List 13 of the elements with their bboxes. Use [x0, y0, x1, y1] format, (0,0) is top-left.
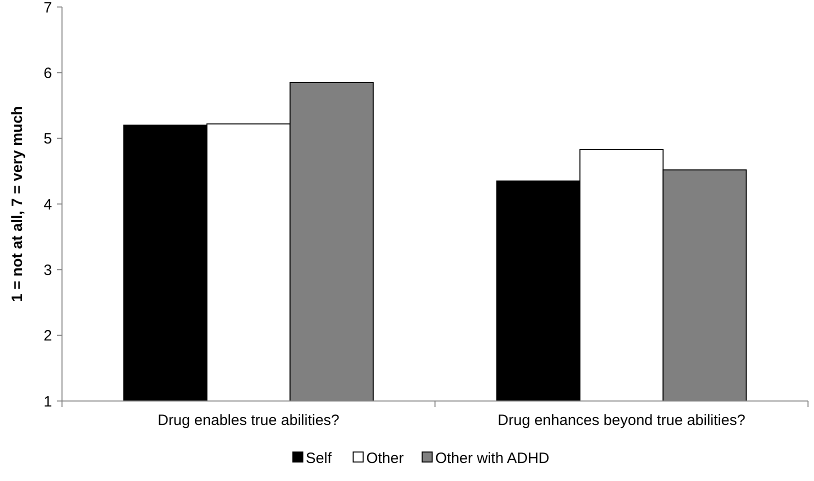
x-tick-label: Drug enables true abilities?: [158, 412, 340, 429]
y-tick-label: 7: [44, 0, 52, 16]
y-tick-label: 4: [44, 196, 52, 214]
y-tick-label: 3: [44, 262, 52, 279]
legend-label: Other: [366, 450, 404, 467]
y-tick-label: 5: [44, 130, 52, 148]
legend-label: Self: [306, 450, 332, 467]
y-axis-title: 1 = not at all, 7 = very much: [9, 106, 26, 302]
legend-label: Other with ADHD: [435, 450, 550, 467]
y-tick-label: 6: [44, 64, 52, 82]
y-tick-label: 1: [44, 393, 52, 410]
y-tick-label: 2: [44, 328, 52, 345]
x-tick-label: Drug enhances beyond true abilities?: [498, 412, 746, 429]
